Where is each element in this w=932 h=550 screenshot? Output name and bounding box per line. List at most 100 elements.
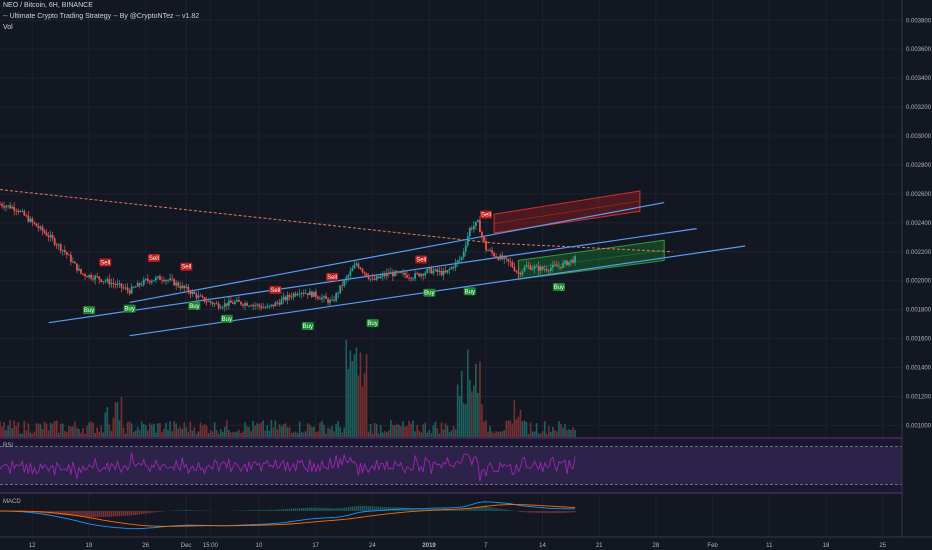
candle-body bbox=[128, 290, 131, 294]
volume-bar bbox=[428, 429, 431, 437]
candle-body bbox=[229, 300, 232, 303]
macd-histogram-bar bbox=[377, 506, 380, 511]
candle-body bbox=[167, 280, 169, 281]
volume-bar bbox=[53, 421, 56, 437]
candle-body bbox=[535, 265, 538, 267]
volume-bar bbox=[33, 431, 36, 437]
volume-bar bbox=[572, 427, 574, 437]
macd-histogram-bar bbox=[481, 506, 483, 511]
candle-body bbox=[148, 280, 151, 283]
candle-body bbox=[462, 251, 465, 258]
volume-bar bbox=[126, 422, 129, 437]
macd-histogram-bar bbox=[410, 508, 412, 511]
candle-body bbox=[25, 215, 28, 217]
volume-bar bbox=[68, 425, 70, 437]
candle-body bbox=[155, 277, 157, 281]
macd-histogram-bar bbox=[365, 505, 368, 511]
volume-bar bbox=[337, 421, 339, 437]
volume-bar bbox=[240, 433, 242, 437]
macd-histogram-bar bbox=[416, 508, 418, 511]
macd-histogram-bar bbox=[118, 511, 121, 517]
volume-bar bbox=[392, 424, 394, 437]
macd-histogram-bar bbox=[161, 511, 163, 512]
volume-bar bbox=[169, 421, 171, 437]
buy-signal: Buy bbox=[552, 282, 565, 291]
macd-histogram-bar bbox=[268, 509, 271, 511]
macd-histogram-bar bbox=[367, 506, 370, 511]
macd-histogram-bar bbox=[108, 511, 111, 517]
macd-histogram-bar bbox=[420, 508, 422, 511]
candle-body bbox=[375, 276, 378, 280]
candle-body bbox=[207, 301, 210, 302]
volume-bar bbox=[317, 431, 319, 437]
candle-body bbox=[17, 210, 20, 212]
volume-bar bbox=[440, 422, 443, 437]
volume-bar bbox=[521, 421, 524, 437]
candle-body bbox=[193, 291, 196, 294]
candle-body bbox=[396, 271, 398, 273]
candle-body bbox=[61, 250, 64, 251]
volume-bar bbox=[268, 430, 271, 437]
candle-body bbox=[280, 299, 283, 305]
buy-signal: Buy bbox=[123, 304, 136, 313]
candle-body bbox=[45, 232, 48, 236]
macd-histogram-bar bbox=[491, 507, 493, 511]
buy-signal-label: Buy bbox=[303, 324, 313, 330]
macd-histogram-bar bbox=[254, 510, 256, 511]
volume-bar bbox=[112, 417, 115, 437]
candle-body bbox=[470, 227, 473, 230]
macd-histogram-bar bbox=[128, 511, 131, 516]
macd-histogram-bar bbox=[548, 511, 550, 514]
macd-histogram-bar bbox=[461, 509, 463, 511]
volume-bar bbox=[365, 354, 368, 437]
candle-body bbox=[21, 210, 24, 212]
macd-histogram-bar bbox=[153, 511, 155, 513]
candle-body bbox=[108, 279, 111, 285]
macd-histogram-bar bbox=[331, 508, 333, 511]
volume-bar bbox=[51, 423, 54, 437]
macd-histogram-bar bbox=[404, 507, 406, 511]
candle-body bbox=[464, 245, 467, 252]
candle-body bbox=[541, 266, 544, 270]
macd-histogram-bar bbox=[110, 511, 113, 517]
candle-body bbox=[341, 285, 344, 287]
price-axis[interactable]: 0.003800 0.003600 0.003400 0.003200 0.003000… bbox=[901, 0, 932, 550]
symbol-title[interactable]: NEO / Bitcoin, 6H, BINANCE bbox=[3, 2, 93, 9]
candle-body bbox=[434, 269, 437, 271]
rsi-pane[interactable]: 75.000050.000025.0000RSI bbox=[0, 437, 932, 492]
candle-body bbox=[274, 302, 277, 307]
candle-body bbox=[11, 206, 14, 209]
volume-bar bbox=[294, 431, 297, 437]
volume-bar bbox=[130, 423, 133, 437]
indicator-title[interactable]: -- Ultimate Crypto Trading Strategy -- B… bbox=[3, 13, 200, 20]
volume-bar bbox=[197, 431, 200, 437]
sell-signal: Sell bbox=[415, 255, 428, 264]
volume-bar bbox=[106, 407, 109, 437]
time-tick-label: Feb bbox=[707, 543, 718, 549]
volume-bar bbox=[181, 428, 184, 437]
candle-body bbox=[223, 303, 226, 307]
macd-histogram-bar bbox=[357, 505, 360, 511]
buy-signal-label: Buy bbox=[189, 304, 199, 310]
volume-title[interactable]: Vol bbox=[3, 24, 13, 31]
candle-body bbox=[27, 215, 30, 222]
volume-bar bbox=[523, 420, 526, 437]
candle-body bbox=[278, 302, 281, 305]
candle-body bbox=[69, 254, 72, 262]
volume-bar bbox=[396, 423, 398, 437]
macd-histogram-bar bbox=[373, 506, 376, 511]
volume-bar bbox=[57, 432, 60, 437]
volume-bar bbox=[509, 420, 512, 437]
time-tick-label: Dec bbox=[181, 543, 192, 549]
time-axis[interactable]: 12 19 26 Dec 15:00 10 17 24 2019 7 14 21 28 Feb 11 18 25 bbox=[0, 536, 932, 549]
volume-bar bbox=[398, 424, 400, 437]
macd-histogram-bar bbox=[124, 511, 127, 516]
volume-bar bbox=[284, 423, 287, 437]
candle-body bbox=[511, 262, 514, 267]
candle-body bbox=[1, 204, 3, 207]
macd-histogram-bar bbox=[497, 508, 499, 511]
sell-signal: Sell bbox=[480, 210, 492, 219]
buy-signal-box bbox=[463, 287, 476, 296]
